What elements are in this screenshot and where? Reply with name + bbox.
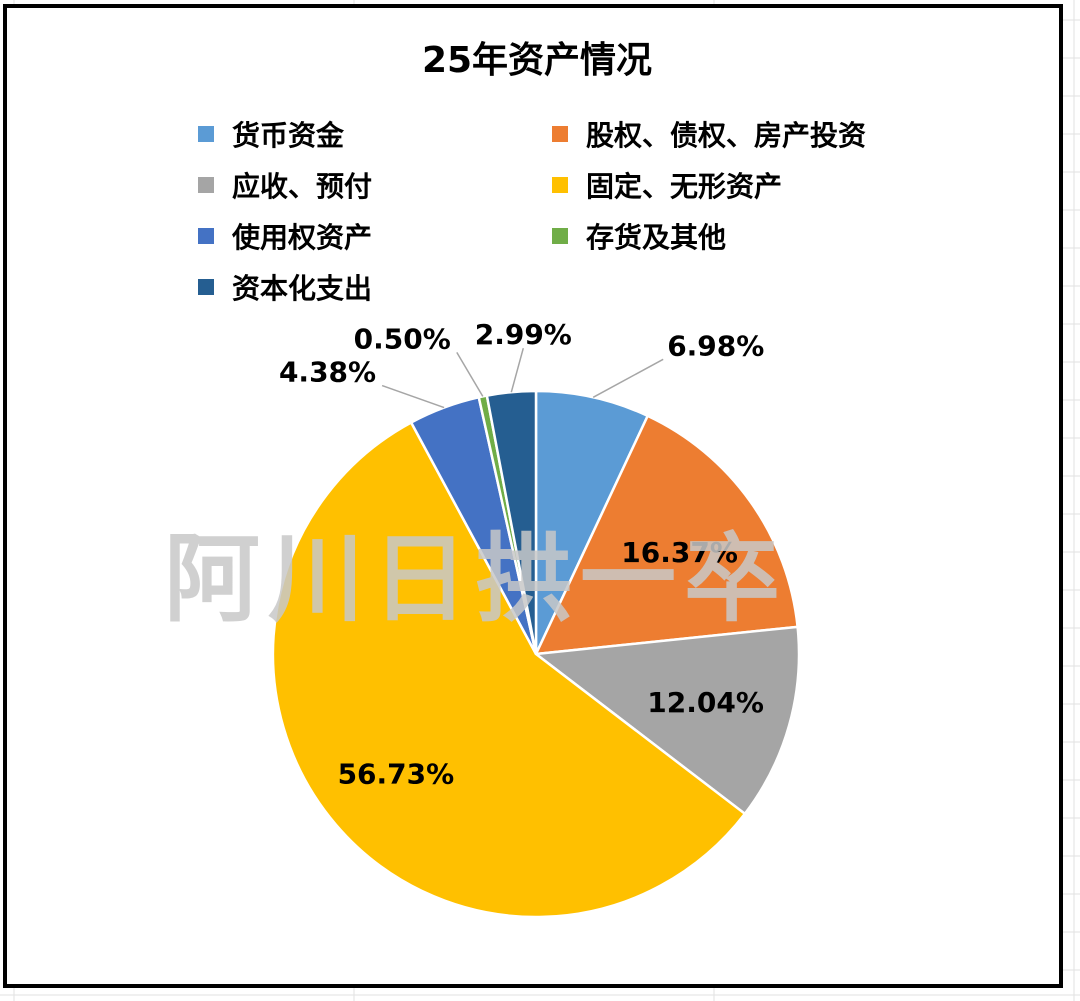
pie-slice[interactable] — [532, 625, 801, 816]
legend-item: 应收、预付 — [198, 170, 372, 203]
legend-item: 股权、债权、房产投资 — [552, 119, 866, 152]
legend-swatch — [198, 228, 214, 244]
leader-line — [381, 384, 445, 409]
data-label: 4.38% — [279, 356, 376, 389]
legend-label: 资本化支出 — [232, 272, 372, 305]
legend-item: 存货及其他 — [552, 221, 726, 254]
legend-item: 使用权资产 — [198, 221, 372, 254]
legend-swatch — [552, 126, 568, 142]
data-label: 56.73% — [338, 758, 455, 791]
pie-slice[interactable] — [533, 414, 799, 656]
leader-line — [456, 352, 484, 397]
legend-swatch — [552, 228, 568, 244]
pie-slices — [271, 389, 801, 919]
legend-item: 资本化支出 — [198, 272, 372, 305]
watermark-text: 阿川日拱一卒 — [164, 523, 788, 635]
legend-label: 存货及其他 — [586, 221, 726, 254]
legend-label: 使用权资产 — [231, 221, 372, 254]
legend-label: 股权、债权、房产投资 — [586, 119, 866, 152]
leader-line — [510, 348, 525, 393]
data-label: 12.04% — [647, 686, 764, 719]
legend-item: 固定、无形资产 — [552, 170, 782, 203]
legend-label: 应收、预付 — [232, 170, 372, 203]
data-label: 6.98% — [667, 329, 764, 362]
legend-item: 货币资金 — [198, 119, 345, 152]
leader-lines — [381, 348, 664, 409]
data-label: 2.99% — [475, 318, 572, 351]
data-labels: 6.98% 16.37% 12.04% 56.73% 4.38%0.50% 2.99% — [279, 318, 764, 790]
legend-swatch — [552, 177, 568, 193]
legend-label: 货币资金 — [232, 119, 345, 152]
legend-label: 固定、无形资产 — [586, 170, 782, 203]
data-label: 0.50% — [354, 322, 451, 355]
chart-title: 25年资产情况 — [422, 40, 652, 81]
legend-swatch — [198, 279, 214, 295]
data-label: 16.37% — [621, 536, 738, 569]
pie-slice[interactable] — [271, 420, 747, 919]
legend-swatch — [198, 126, 214, 142]
leader-line — [592, 358, 664, 398]
legend-swatch — [198, 177, 214, 193]
pie-slice[interactable] — [534, 389, 650, 655]
